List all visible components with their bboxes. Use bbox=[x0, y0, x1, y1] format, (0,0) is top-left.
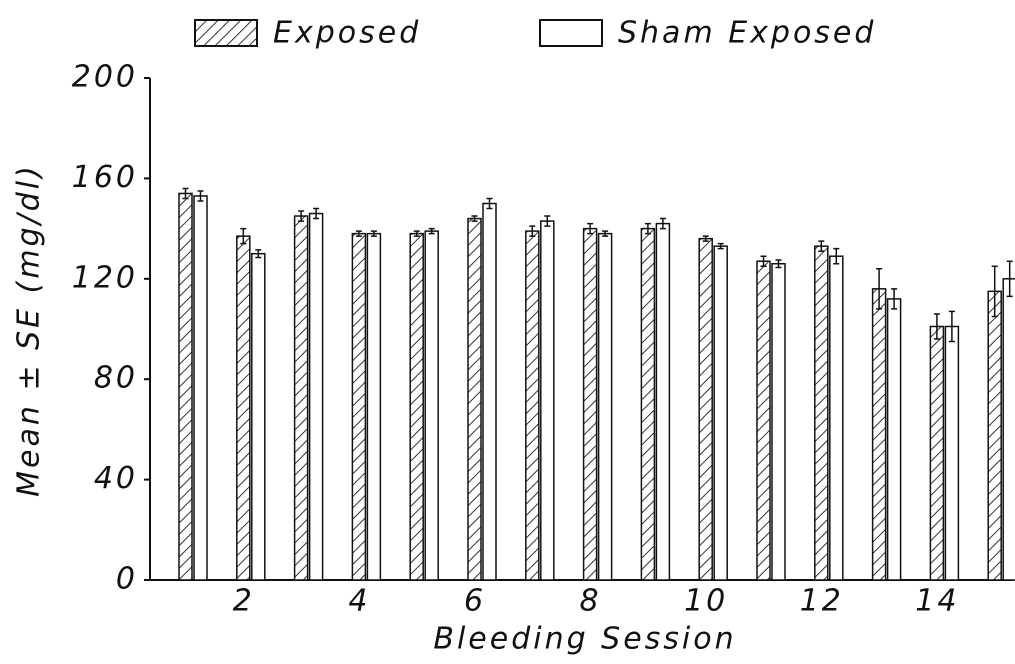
error-bar bbox=[255, 249, 262, 259]
error-bar bbox=[876, 268, 883, 310]
bar bbox=[467, 217, 482, 581]
legend-label: Exposed bbox=[273, 16, 421, 51]
error-bar bbox=[471, 215, 478, 222]
bar bbox=[640, 227, 656, 581]
bar bbox=[178, 192, 193, 581]
bar bbox=[929, 325, 945, 581]
legend-swatch bbox=[194, 19, 258, 47]
bar bbox=[582, 227, 598, 581]
bar bbox=[525, 230, 540, 581]
error-bar bbox=[197, 190, 204, 202]
bar bbox=[597, 232, 613, 581]
error-bar bbox=[413, 230, 420, 237]
bar bbox=[886, 298, 902, 581]
error-bar bbox=[587, 222, 594, 235]
error-bar bbox=[891, 288, 898, 310]
bar bbox=[351, 232, 367, 581]
bar bbox=[236, 235, 251, 581]
bar bbox=[193, 195, 208, 581]
x-axis-label: Bleeding Session bbox=[433, 622, 736, 657]
bar bbox=[871, 288, 887, 581]
error-bar bbox=[702, 235, 709, 242]
bar bbox=[251, 252, 266, 581]
error-bar bbox=[659, 217, 666, 230]
error-bar bbox=[544, 215, 551, 227]
y-tick-label: 40 bbox=[94, 461, 138, 496]
error-bar bbox=[775, 259, 782, 269]
error-bar bbox=[355, 230, 362, 237]
bar bbox=[756, 260, 771, 581]
error-bar bbox=[760, 255, 767, 267]
x-tick-label: 4 bbox=[348, 584, 370, 619]
bar bbox=[771, 262, 786, 581]
y-tick-label: 120 bbox=[72, 260, 138, 295]
error-bar bbox=[818, 240, 825, 252]
bar bbox=[424, 230, 439, 581]
legend-swatch bbox=[539, 19, 603, 47]
error-bar bbox=[644, 222, 651, 235]
error-bar bbox=[182, 187, 189, 200]
error-bar bbox=[370, 230, 377, 237]
legend-label: Sham Exposed bbox=[618, 16, 876, 51]
error-bar bbox=[991, 265, 998, 318]
error-bar bbox=[933, 313, 940, 340]
x-tick-label: 8 bbox=[580, 584, 602, 619]
bar bbox=[829, 255, 844, 581]
bar bbox=[814, 245, 829, 581]
error-bar bbox=[1006, 260, 1013, 298]
x-tick-label: 2 bbox=[233, 584, 255, 619]
x-tick-label: 12 bbox=[800, 584, 844, 619]
error-bar bbox=[717, 242, 724, 250]
y-tick-label: 160 bbox=[72, 160, 138, 195]
bar bbox=[987, 290, 1002, 581]
bar bbox=[944, 325, 960, 581]
bar bbox=[655, 222, 671, 581]
error-bar bbox=[298, 210, 305, 222]
bar bbox=[308, 212, 324, 581]
error-bar bbox=[948, 310, 955, 343]
error-bar bbox=[833, 247, 840, 265]
error-bar bbox=[529, 225, 536, 237]
bar bbox=[293, 215, 309, 581]
bar bbox=[1002, 278, 1015, 581]
x-tick-label: 14 bbox=[915, 584, 959, 619]
x-tick-label: 6 bbox=[464, 584, 486, 619]
error-bar bbox=[602, 230, 609, 237]
bar bbox=[713, 245, 728, 581]
y-tick-label: 80 bbox=[94, 361, 138, 396]
bar bbox=[366, 232, 382, 581]
error-bar bbox=[486, 197, 493, 210]
error-bar bbox=[313, 207, 320, 220]
bar bbox=[698, 237, 713, 581]
y-tick-label: 200 bbox=[72, 60, 138, 95]
y-axis-label: Mean ± SE (mg/dl) bbox=[12, 163, 47, 497]
bar bbox=[409, 232, 424, 581]
y-tick-label: 0 bbox=[116, 562, 138, 597]
error-bar bbox=[428, 227, 435, 235]
x-tick-label: 10 bbox=[684, 584, 728, 619]
bar bbox=[540, 220, 555, 581]
bar bbox=[482, 202, 497, 581]
error-bar bbox=[240, 227, 247, 245]
